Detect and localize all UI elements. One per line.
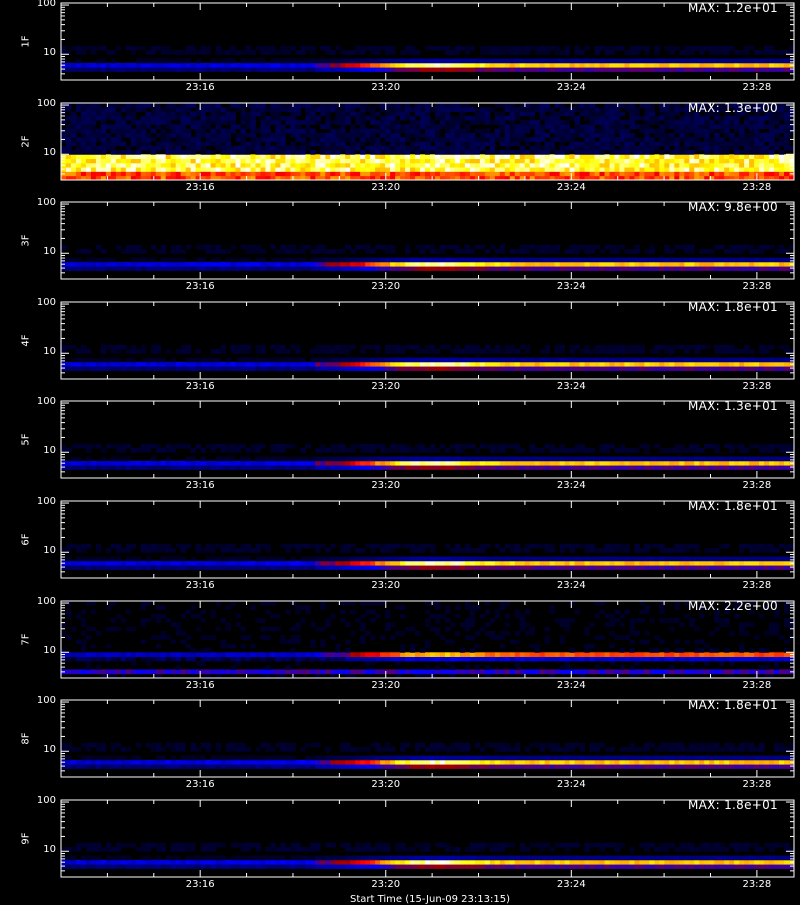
- x-tick-label: 23:24: [546, 480, 596, 491]
- x-tick-label: 23:28: [732, 82, 782, 93]
- x-tick-label: 23:16: [175, 680, 225, 691]
- x-tick-label: 23:20: [361, 779, 411, 790]
- x-tick-label: 23:24: [546, 381, 596, 392]
- panel-max-label: MAX: 1.8e+01: [688, 698, 778, 712]
- x-tick-label: 23:28: [732, 281, 782, 292]
- y-tick-label: 10: [26, 47, 56, 58]
- y-tick-label: 10: [26, 744, 56, 755]
- x-tick-label: 23:16: [175, 779, 225, 790]
- panel-max-label: MAX: 2.2e+00: [688, 599, 778, 613]
- y-tick-label: 100: [26, 496, 56, 507]
- x-tick-label: 23:24: [546, 879, 596, 890]
- x-tick-label: 23:28: [732, 381, 782, 392]
- heatmap-cells: [61, 103, 794, 180]
- x-tick-label: 23:16: [175, 580, 225, 591]
- x-tick-label: 23:28: [732, 779, 782, 790]
- x-tick-label: 23:16: [175, 82, 225, 93]
- heatmap-cells: [61, 743, 794, 769]
- x-tick-label: 23:24: [546, 182, 596, 193]
- panel-max-label: MAX: 1.8e+01: [688, 300, 778, 314]
- panel-max-label: MAX: 1.8e+01: [688, 499, 778, 513]
- y-tick-label: 100: [26, 596, 56, 607]
- x-tick-label: 23:16: [175, 879, 225, 890]
- x-tick-label: 23:20: [361, 182, 411, 193]
- y-tick-label: 10: [26, 545, 56, 556]
- y-tick-label: 100: [26, 197, 56, 208]
- x-tick-label: 23:24: [546, 779, 596, 790]
- heatmap-cells: [61, 843, 794, 869]
- x-tick-label: 23:24: [546, 82, 596, 93]
- x-tick-label: 23:16: [175, 480, 225, 491]
- x-tick-label: 23:28: [732, 879, 782, 890]
- x-tick-label: 23:28: [732, 182, 782, 193]
- y-tick-label: 100: [26, 297, 56, 308]
- heatmap-cells: [61, 444, 794, 470]
- x-tick-label: 23:24: [546, 680, 596, 691]
- y-tick-label: 10: [26, 844, 56, 855]
- heatmap-cells: [61, 46, 794, 72]
- x-tick-label: 23:20: [361, 480, 411, 491]
- panel-max-label: MAX: 1.2e+01: [688, 1, 778, 15]
- y-tick-label: 100: [26, 396, 56, 407]
- y-tick-label: 100: [26, 695, 56, 706]
- x-tick-label: 23:20: [361, 281, 411, 292]
- y-tick-label: 10: [26, 445, 56, 456]
- x-tick-label: 23:16: [175, 182, 225, 193]
- x-tick-label: 23:20: [361, 82, 411, 93]
- y-tick-label: 100: [26, 795, 56, 806]
- x-tick-label: 23:16: [175, 281, 225, 292]
- panel-max-label: MAX: 1.8e+01: [688, 798, 778, 812]
- heatmap-cells: [61, 345, 794, 371]
- panel-max-label: MAX: 1.3e+01: [688, 399, 778, 413]
- x-tick-label: 23:20: [361, 580, 411, 591]
- x-tick-label: 23:28: [732, 580, 782, 591]
- y-tick-label: 10: [26, 246, 56, 257]
- y-tick-label: 10: [26, 147, 56, 158]
- x-tick-label: 23:24: [546, 580, 596, 591]
- y-tick-label: 100: [26, 98, 56, 109]
- x-tick-label: 23:20: [361, 680, 411, 691]
- y-tick-label: 100: [26, 0, 56, 9]
- heatmap-cells: [61, 601, 794, 678]
- x-tick-label: 23:16: [175, 381, 225, 392]
- x-tick-label: 23:20: [361, 381, 411, 392]
- x-tick-label: 23:28: [732, 680, 782, 691]
- y-tick-label: 10: [26, 645, 56, 656]
- x-tick-label: 23:28: [732, 480, 782, 491]
- x-tick-label: 23:20: [361, 879, 411, 890]
- panel-max-label: MAX: 1.3e+00: [688, 101, 778, 115]
- y-tick-label: 10: [26, 346, 56, 357]
- heatmap-cells: [61, 245, 794, 271]
- heatmap-cells: [61, 544, 794, 570]
- panel-max-label: MAX: 9.8e+00: [688, 200, 778, 214]
- x-tick-label: 23:24: [546, 281, 596, 292]
